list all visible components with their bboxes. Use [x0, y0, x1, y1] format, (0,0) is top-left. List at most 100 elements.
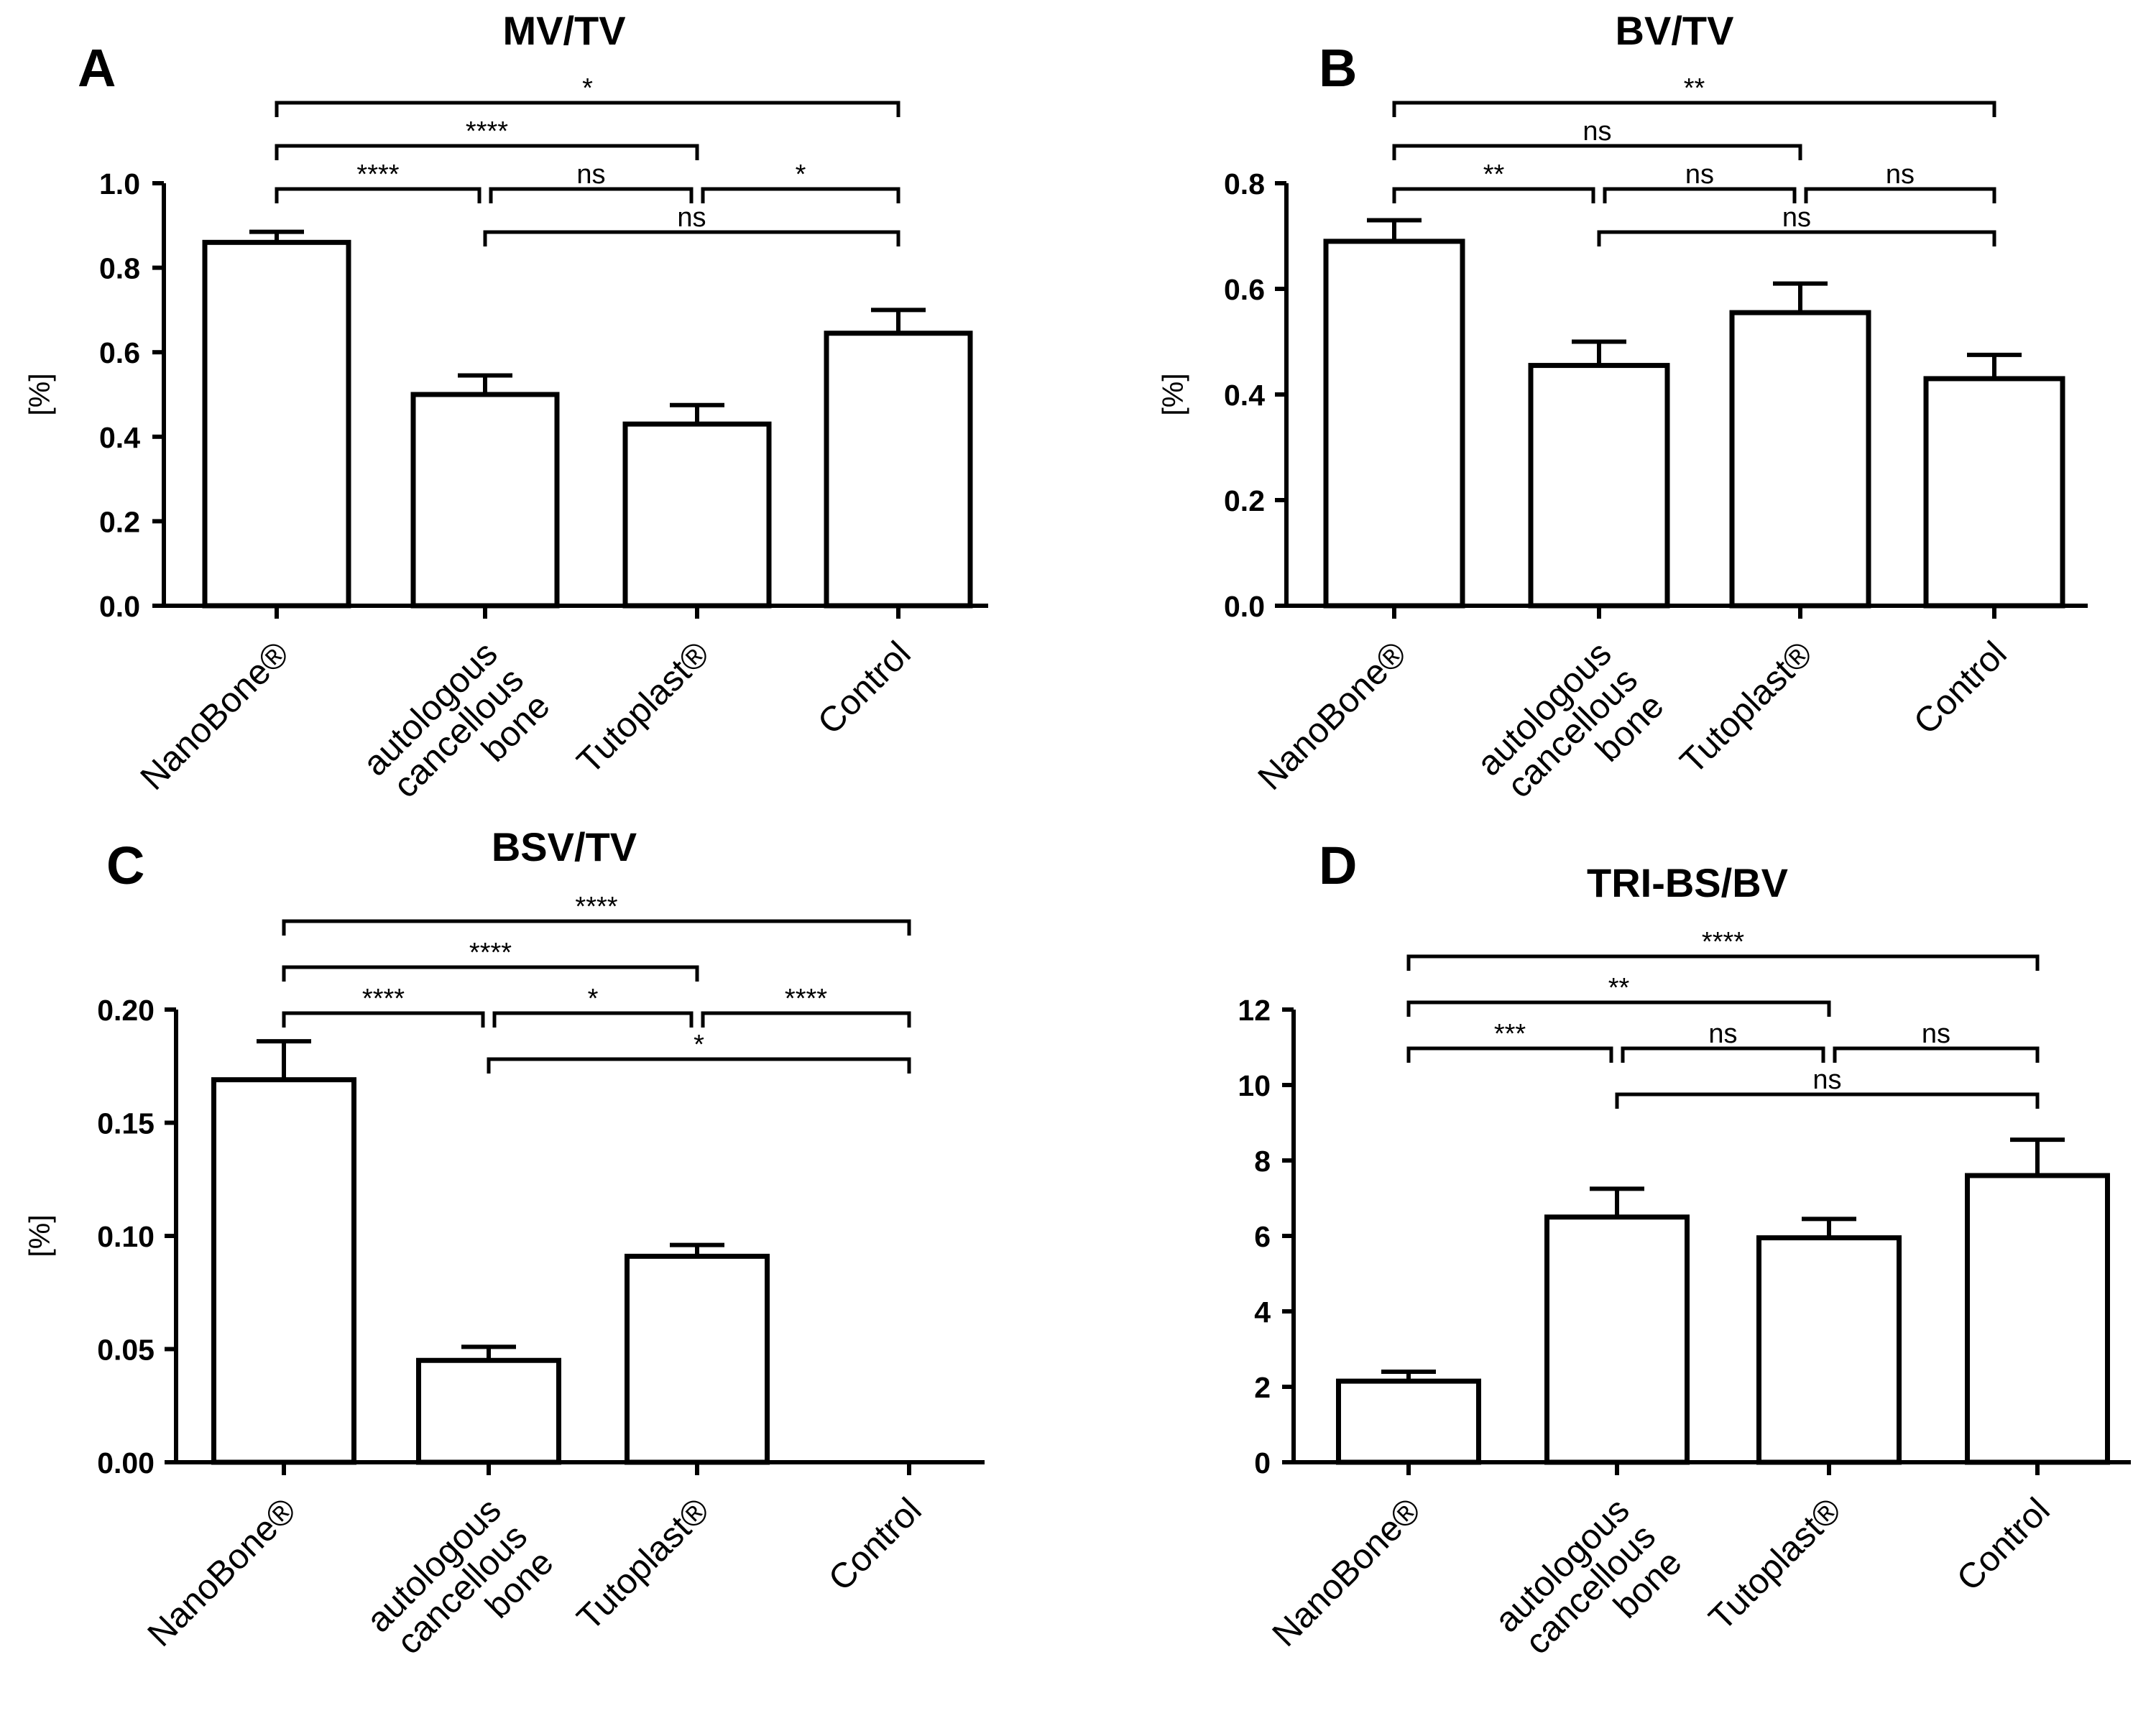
category-label-line: Control [1907, 634, 2014, 742]
y-tick-label: 0.2 [99, 505, 140, 538]
chart-title: TRI-BS/BV [1587, 860, 1788, 905]
significance-label: **** [1702, 927, 1744, 957]
y-tick-label: 0.05 [97, 1334, 155, 1367]
significance-label: **** [575, 892, 617, 922]
significance-bracket [1833, 1046, 2040, 1063]
significance-label: **** [469, 938, 512, 968]
significance-label: ns [576, 160, 605, 190]
panel-letter: B [1319, 38, 1357, 98]
bar [211, 1077, 356, 1465]
significance-label: ns [1922, 1019, 1950, 1049]
y-axis-label: [%] [23, 373, 56, 415]
x-category-label: Control [1950, 1491, 2058, 1599]
significance-bracket [487, 1057, 911, 1074]
x-category-label: NanoBone® [1265, 1491, 1428, 1654]
significance-label: ns [1886, 160, 1915, 190]
chart-title: BV/TV [1616, 8, 1734, 53]
significance-label: ns [1812, 1065, 1841, 1095]
y-tick-label: 0.0 [99, 590, 140, 623]
significance-bracket [275, 187, 482, 203]
y-tick-label: 4 [1254, 1296, 1271, 1329]
category-label-line: Control [821, 1491, 929, 1599]
y-axis-label: [%] [23, 1214, 56, 1257]
significance-bracket [282, 1011, 485, 1028]
bar [1336, 1378, 1481, 1465]
y-tick-label: 0.6 [1224, 273, 1265, 306]
category-label-line: Tutoplast® [570, 1491, 717, 1638]
y-tick-label: 6 [1254, 1220, 1271, 1253]
significance-bracket [1597, 230, 1996, 246]
y-tick-label: 0.6 [99, 336, 140, 369]
category-label-line: Control [1950, 1491, 2058, 1599]
significance-bracket [1603, 187, 1797, 203]
x-category-label: autologouscancellousbone [1470, 634, 1671, 836]
significance-bracket [489, 187, 694, 203]
bar [824, 331, 973, 609]
significance-bracket [1406, 1046, 1613, 1063]
significance-label: ** [1684, 73, 1705, 103]
chart-panel-b: B BV/TV [%] 0.0 0.2 0.4 0.6 0.8 NanoBone® autolog… [1156, 8, 2088, 836]
x-category-label: Tutoplast® [570, 634, 717, 782]
x-category-label: autologouscancellousbone [1488, 1491, 1689, 1692]
y-axis-label: [%] [1156, 373, 1189, 415]
significance-label: **** [785, 984, 827, 1014]
x-category-label: autologouscancellousbone [359, 1491, 561, 1692]
significance-bracket [275, 101, 900, 117]
y-tick-label: 0 [1254, 1446, 1271, 1480]
significance-bracket [1406, 954, 2040, 971]
significance-label: ns [1583, 116, 1611, 147]
x-category-label: NanoBone® [140, 1491, 303, 1654]
bar [416, 1357, 561, 1465]
category-label-line: Control [811, 634, 918, 742]
significance-bracket [282, 965, 699, 982]
significance-bracket [1392, 187, 1595, 203]
bar [1544, 1214, 1690, 1465]
significance-bracket [1621, 1046, 1825, 1063]
x-category-label: Control [1907, 634, 2014, 742]
significance-label: * [694, 1030, 704, 1060]
y-tick-label: 0.8 [1224, 167, 1265, 200]
significance-bracket [1406, 1000, 1831, 1017]
significance-bracket [483, 230, 900, 246]
category-label-line: Tutoplast® [1702, 1491, 1849, 1638]
y-tick-label: 0.0 [1224, 590, 1265, 623]
significance-bracket [701, 187, 900, 203]
panel-letter: C [106, 836, 144, 895]
significance-label: ns [1708, 1019, 1737, 1049]
significance-label: ns [1782, 203, 1811, 233]
x-category-label: NanoBone® [1250, 634, 1414, 798]
significance-label: *** [1494, 1019, 1526, 1049]
y-tick-label: 0.2 [1224, 484, 1265, 517]
category-label-line: NanoBone® [133, 634, 296, 798]
bar [1729, 310, 1871, 609]
x-category-label: Tutoplast® [570, 1491, 717, 1638]
y-tick-label: 10 [1238, 1069, 1271, 1102]
significance-label: * [796, 160, 806, 190]
x-category-label: Tutoplast® [1702, 1491, 1849, 1638]
significance-label: * [582, 73, 593, 103]
category-label-line: Tutoplast® [570, 634, 717, 782]
bar [625, 1253, 770, 1465]
significance-label: ** [1483, 160, 1505, 190]
y-tick-label: 0.10 [97, 1220, 155, 1253]
y-tick-label: 8 [1254, 1145, 1271, 1178]
significance-label: * [588, 984, 599, 1014]
y-tick-label: 1.0 [99, 167, 140, 200]
x-category-label: autologouscancellousbone [356, 634, 557, 836]
bar [1323, 239, 1465, 609]
y-tick-label: 12 [1238, 994, 1271, 1027]
panel-letter: D [1319, 836, 1357, 895]
significance-label: **** [356, 160, 399, 190]
significance-bracket [1392, 101, 1996, 117]
chart-panel-d: D TRI-BS/BV 0 2 4 6 8 10 12 NanoBone® autologousca… [1238, 836, 2131, 1692]
bar [1923, 376, 2065, 609]
bar [410, 392, 560, 609]
category-label-line: NanoBone® [1250, 634, 1414, 798]
y-tick-label: 0.4 [99, 421, 140, 454]
y-tick-label: 0.15 [97, 1107, 155, 1140]
y-tick-label: 0.4 [1224, 379, 1265, 412]
significance-label: ** [1608, 973, 1630, 1003]
chart-panel-c: C BSV/TV [%] 0.00 0.05 0.10 0.15 0.20 NanoBone® a… [23, 824, 985, 1692]
x-category-label: Tutoplast® [1673, 634, 1820, 782]
